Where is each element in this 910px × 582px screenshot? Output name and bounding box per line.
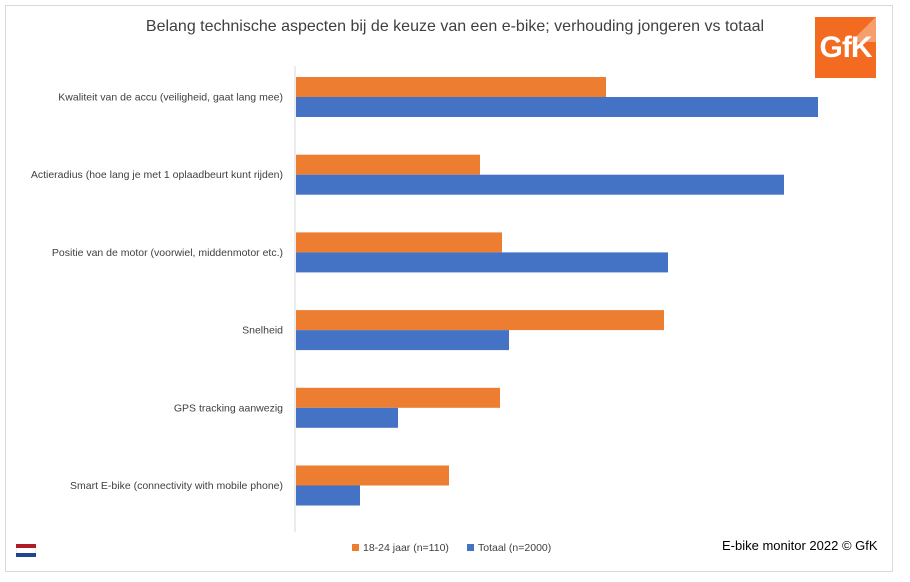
flag-stripe-red xyxy=(16,544,36,549)
bar-youth-3 xyxy=(296,310,664,331)
bar-total-4 xyxy=(296,407,398,428)
bar-youth-0 xyxy=(296,77,606,97)
flag-stripe-white xyxy=(16,548,36,553)
logo-sheen xyxy=(851,17,876,42)
legend-swatch-total xyxy=(467,544,474,551)
legend-swatch-youth xyxy=(352,544,359,551)
legend-item-total: Totaal (n=2000) xyxy=(467,542,551,554)
category-label-2: Positie van de motor (voorwiel, middenmo… xyxy=(52,247,283,259)
netherlands-flag-icon xyxy=(16,544,36,557)
legend-label-total: Totaal (n=2000) xyxy=(478,542,552,554)
bar-total-5 xyxy=(296,485,360,506)
bar-total-0 xyxy=(296,97,818,117)
source-note: E-bike monitor 2022 © GfK xyxy=(722,538,878,553)
bar-total-2 xyxy=(296,252,668,273)
chart-title: Belang technische aspecten bij de keuze … xyxy=(145,18,765,35)
logo-text: GfK xyxy=(819,31,873,64)
legend-label-youth: 18-24 jaar (n=110) xyxy=(363,542,449,554)
gfk-logo: GfK xyxy=(815,17,876,78)
category-label-3: Snelheid xyxy=(242,325,283,337)
bar-total-1 xyxy=(296,174,784,195)
bar-youth-4 xyxy=(296,387,500,408)
bar-youth-5 xyxy=(296,465,449,486)
category-label-4: GPS tracking aanwezig xyxy=(174,402,283,414)
bar-youth-2 xyxy=(296,232,502,253)
category-label-1: Actieradius (hoe lang je met 1 oplaadbeu… xyxy=(31,169,283,181)
bar-youth-1 xyxy=(296,154,480,175)
bar-total-3 xyxy=(296,330,509,351)
legend-item-youth: 18-24 jaar (n=110) xyxy=(352,542,449,554)
flag-stripe-blue xyxy=(16,552,36,557)
category-label-5: Smart E-bike (connectivity with mobile p… xyxy=(70,480,283,492)
category-label-0: Kwaliteit van de accu (veiligheid, gaat … xyxy=(58,92,283,104)
